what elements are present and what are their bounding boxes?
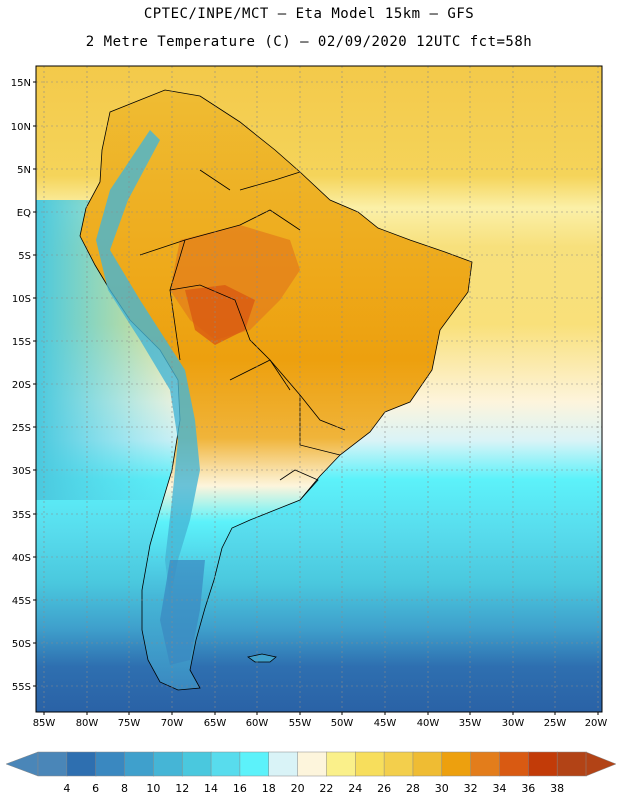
lat-label: 15N bbox=[11, 78, 31, 89]
country-borders bbox=[139, 169, 346, 501]
colorbar-label: 34 bbox=[492, 782, 506, 795]
colorbar-label: 24 bbox=[348, 782, 362, 795]
colorbar-labels: 4 6 8 10 12 14 16 18 20 22 24 26 28 30 3… bbox=[63, 782, 564, 795]
colorbar-label: 22 bbox=[319, 782, 333, 795]
colorbar-swatch bbox=[153, 751, 183, 777]
lon-label: 75W bbox=[118, 718, 141, 729]
lat-label: 5N bbox=[17, 165, 31, 176]
lon-label: 20W bbox=[585, 718, 608, 729]
colorbar-label: 38 bbox=[550, 782, 564, 795]
colorbar-swatch bbox=[528, 751, 558, 777]
lon-label: 85W bbox=[33, 718, 56, 729]
colorbar-label: 36 bbox=[521, 782, 535, 795]
chart-title-line1: CPTEC/INPE/MCT – Eta Model 15km – GFS bbox=[143, 6, 475, 22]
chart-title-line2: 2 Metre Temperature (C) – 02/09/2020 12U… bbox=[85, 34, 533, 50]
lat-label: 25S bbox=[12, 423, 31, 434]
lon-label: 55W bbox=[289, 718, 312, 729]
colorbar-swatch bbox=[470, 751, 501, 777]
map-field bbox=[36, 66, 602, 712]
lat-label: 55S bbox=[12, 682, 31, 693]
colorbar-label: 20 bbox=[291, 782, 305, 795]
lon-label: 50W bbox=[331, 718, 354, 729]
colorbar-label: 28 bbox=[406, 782, 420, 795]
latitude-ticks bbox=[33, 81, 36, 687]
colorbar-label: 12 bbox=[175, 782, 189, 795]
hottest-zone bbox=[185, 285, 255, 345]
colorbar-label: 10 bbox=[146, 782, 160, 795]
lat-label: 50S bbox=[12, 639, 31, 650]
colorbar-label: 8 bbox=[121, 782, 128, 795]
lon-label: 35W bbox=[459, 718, 482, 729]
colorbar-swatch bbox=[239, 751, 270, 777]
patagonia-cool bbox=[160, 560, 205, 665]
lat-label: 40S bbox=[12, 553, 31, 564]
colorbar-label: 18 bbox=[262, 782, 276, 795]
lon-label: 25W bbox=[544, 718, 567, 729]
colorbar-label: 16 bbox=[233, 782, 247, 795]
lat-label: 10N bbox=[11, 122, 31, 133]
longitude-axis: 85W 80W 75W 70W 65W 60W 55W 50W 45W 40W … bbox=[33, 718, 608, 729]
colorbar-swatch bbox=[556, 751, 587, 777]
colorbar-swatch bbox=[499, 751, 530, 777]
colorbar-label: 32 bbox=[464, 782, 478, 795]
lon-label: 70W bbox=[161, 718, 184, 729]
graticule bbox=[36, 66, 602, 712]
colorbar-swatch bbox=[268, 751, 299, 777]
colorbar-swatch bbox=[124, 751, 155, 777]
longitude-ticks bbox=[43, 712, 599, 715]
lat-label: 35S bbox=[12, 510, 31, 521]
colorbar-swatch bbox=[383, 751, 414, 777]
colorbar-swatch bbox=[66, 751, 97, 777]
falklands bbox=[247, 653, 277, 663]
lon-label: 60W bbox=[246, 718, 269, 729]
colorbar-swatch bbox=[355, 751, 385, 777]
map-frame bbox=[35, 65, 603, 713]
colorbar-swatch bbox=[181, 751, 212, 777]
lat-label: 45S bbox=[12, 596, 31, 607]
colorbar-label: 26 bbox=[377, 782, 391, 795]
colorbar-swatch bbox=[297, 751, 328, 777]
colorbar-arrow-right bbox=[585, 751, 617, 777]
colorbar-swatch bbox=[37, 751, 68, 777]
lon-label: 45W bbox=[374, 718, 397, 729]
lat-label: 5S bbox=[18, 251, 31, 262]
lon-label: 65W bbox=[204, 718, 227, 729]
lat-label: 10S bbox=[12, 294, 31, 305]
colorbar bbox=[5, 751, 617, 777]
colorbar-label: 30 bbox=[435, 782, 449, 795]
lat-label: EQ bbox=[17, 208, 31, 219]
colorbar-swatch bbox=[412, 751, 443, 777]
lon-label: 40W bbox=[417, 718, 440, 729]
lat-label: 15S bbox=[12, 337, 31, 348]
colorbar-swatch bbox=[441, 751, 472, 777]
colorbar-label: 14 bbox=[204, 782, 218, 795]
colorbar-swatch bbox=[210, 751, 241, 777]
colorbar-label: 4 bbox=[63, 782, 70, 795]
colorbar-arrow-left bbox=[5, 751, 39, 777]
lat-label: 30S bbox=[12, 466, 31, 477]
colorbar-swatch bbox=[326, 751, 357, 777]
andes-cool-strip bbox=[96, 130, 200, 600]
lon-label: 80W bbox=[76, 718, 99, 729]
lon-label: 30W bbox=[502, 718, 525, 729]
lat-label: 20S bbox=[12, 380, 31, 391]
colorbar-label: 6 bbox=[92, 782, 99, 795]
latitude-axis: 15N 10N 5N EQ 5S 10S 15S 20S 25S 30S 35S… bbox=[11, 78, 31, 693]
colorbar-swatch bbox=[95, 751, 126, 777]
